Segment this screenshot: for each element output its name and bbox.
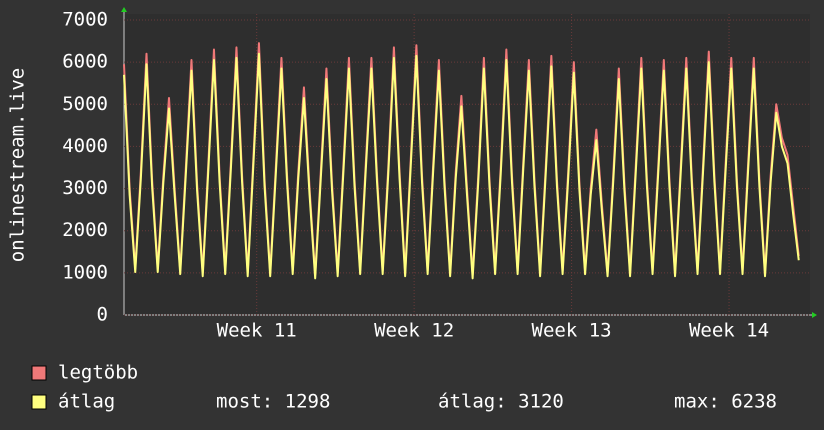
y-tick-label: 5000 <box>62 93 108 115</box>
plot-area <box>124 14 810 315</box>
y-tick-label: 6000 <box>62 51 108 73</box>
series-line <box>123 52 800 280</box>
legend: legtöbb átlag most: 1298 átlag: 3120 max: 62… <box>31 362 777 413</box>
y-tick-label: 2000 <box>62 219 108 241</box>
stat-label: max: 6238 <box>674 391 777 413</box>
y-tick-label: 3000 <box>62 177 108 199</box>
axis-arrow <box>812 312 817 318</box>
x-tick-label: Week 11 <box>217 320 297 342</box>
y-tick-label: 4000 <box>62 135 108 157</box>
axis-arrow <box>121 7 127 12</box>
legend-label: átlag <box>58 391 115 413</box>
y-tick-label: 0 <box>97 304 108 326</box>
legend-swatch <box>31 365 47 381</box>
x-tick-label: Week 14 <box>689 320 769 342</box>
x-tick-label: Week 12 <box>374 320 454 342</box>
y-tick-label: 7000 <box>62 9 108 31</box>
y-axis-title: onlinestream.live <box>7 68 29 262</box>
y-tick-label: 1000 <box>62 261 108 283</box>
x-tick-label: Week 13 <box>532 320 612 342</box>
stat-label: most: 1298 <box>216 391 330 413</box>
stat-label: átlag: 3120 <box>438 391 564 413</box>
legend-swatch <box>31 394 47 410</box>
series-line <box>123 42 800 276</box>
legend-label: legtöbb <box>58 362 138 384</box>
